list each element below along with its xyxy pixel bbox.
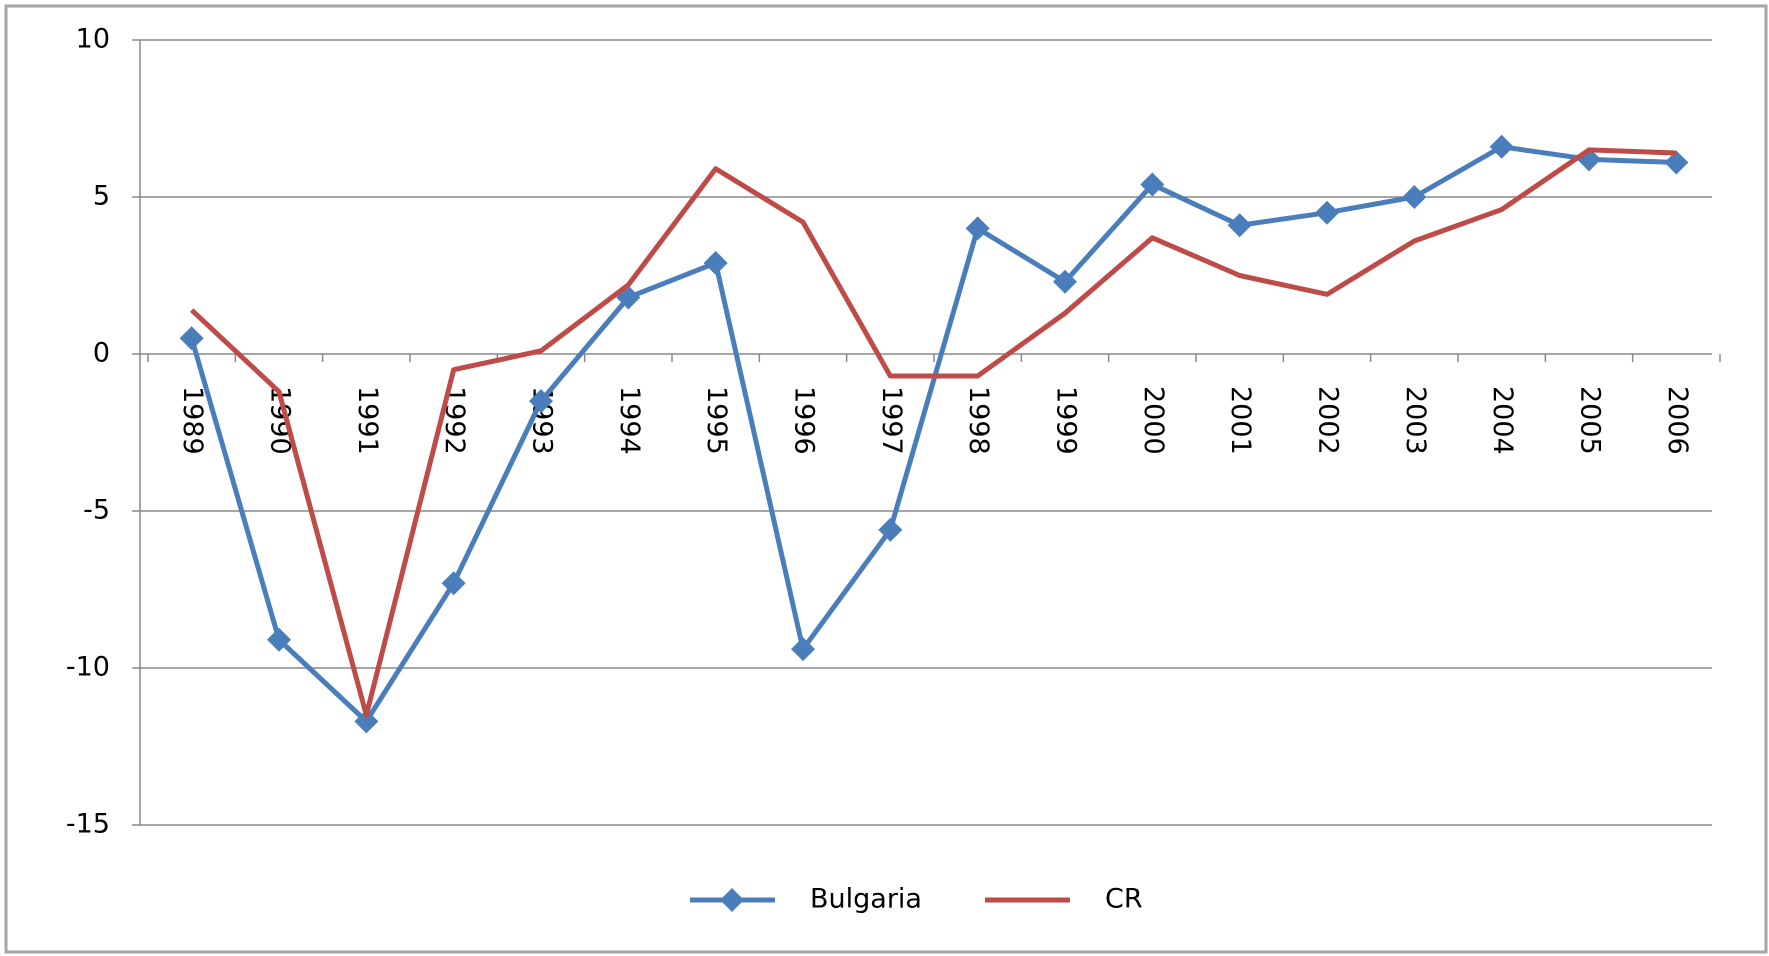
x-tick-label: 1998 — [963, 386, 994, 455]
marker — [1489, 134, 1514, 159]
line — [189, 144, 1677, 724]
legend-label: CR — [1105, 884, 1143, 915]
x-tick-label: 1992 — [439, 386, 470, 455]
legend-marker — [720, 888, 744, 912]
marker — [529, 389, 553, 414]
y-tick-label: 10 — [76, 24, 110, 55]
marker — [791, 637, 815, 662]
x-tick-label: 1996 — [789, 386, 820, 455]
x-tick-label: 2005 — [1575, 386, 1606, 455]
marker — [703, 250, 728, 275]
marker — [179, 326, 204, 351]
marker — [965, 216, 990, 241]
marker — [878, 517, 903, 542]
marker — [1227, 213, 1252, 238]
line — [189, 147, 1677, 718]
x-tick-label: 1994 — [614, 386, 645, 455]
marker — [441, 571, 466, 596]
x-tick-label: 1989 — [177, 386, 208, 455]
y-tick-label: 0 — [93, 338, 110, 369]
x-tick-label: 1999 — [1051, 386, 1082, 455]
y-tick-label: -5 — [83, 495, 110, 526]
x-tick-label: 2000 — [1138, 386, 1169, 455]
marker — [1053, 269, 1077, 294]
marker — [1315, 200, 1339, 225]
x-tick-label: 2004 — [1487, 386, 1518, 455]
x-tick-label: 1997 — [876, 386, 907, 455]
marker — [354, 709, 379, 734]
legend-label: Bulgaria — [810, 884, 922, 915]
marker — [1140, 172, 1165, 197]
marker — [1664, 150, 1689, 175]
marker — [1402, 185, 1427, 209]
x-tick-label: 1991 — [352, 386, 383, 455]
x-tick-label: 1995 — [701, 386, 732, 455]
y-tick-label: -15 — [66, 809, 110, 840]
x-tick-label: 2006 — [1662, 386, 1693, 455]
x-tick-label: 2001 — [1225, 386, 1256, 455]
marker — [267, 627, 291, 652]
x-tick-label: 2003 — [1400, 386, 1431, 455]
y-tick-label: 5 — [93, 181, 110, 212]
x-tick-label: 2002 — [1313, 386, 1344, 455]
y-tick-label: -10 — [66, 652, 110, 683]
